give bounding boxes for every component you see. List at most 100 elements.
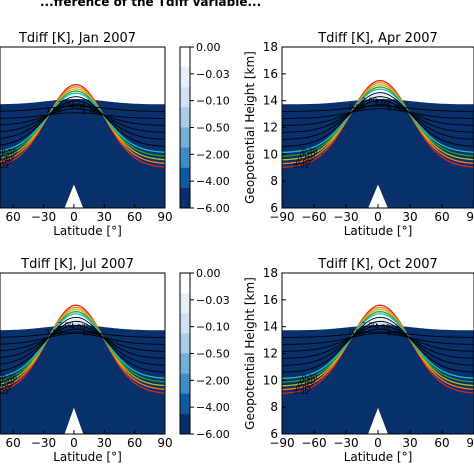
contour-colored-4: [0, 311, 165, 383]
contour-colored-5: [0, 313, 165, 379]
x-tick-label: 30: [97, 436, 112, 450]
x-tick-label: 90: [157, 436, 172, 450]
x-tick-label: 30: [402, 210, 417, 224]
plot-area: 0.020.030.050.100.20 1.002.004.006.00: [0, 273, 165, 434]
contour-label: 0.02: [293, 162, 309, 170]
contour-black-3: [0, 324, 165, 359]
colorbar-swatch: [180, 67, 190, 88]
y-tick-label: 16: [263, 293, 278, 307]
y-tick-label: 18: [263, 40, 278, 54]
core-hollow: [64, 407, 84, 434]
contour-colored-1: [282, 304, 474, 394]
contour-label: 6.00: [387, 329, 403, 337]
colorbar-swatch: [180, 273, 190, 294]
contour-label: 2.00: [58, 321, 74, 329]
y-tick-label: 12: [263, 347, 278, 361]
contour-label: 0.03: [296, 158, 312, 166]
x-tick-label: 30: [97, 210, 112, 224]
contour-label: 0.02: [0, 388, 9, 396]
contour-label: 0.50: [349, 104, 365, 112]
contour-black-1: [0, 96, 165, 147]
colorbar-tick-label: −0.03: [196, 294, 230, 307]
contour-black-3: [282, 324, 474, 359]
contour-label: 2.00: [362, 96, 378, 104]
contour-colored-5: [0, 92, 165, 153]
contour-label: 0.05: [0, 381, 13, 389]
contour-colored-4: [282, 311, 474, 383]
contour-label: 0.20: [0, 151, 15, 159]
contour-colored-4: [0, 90, 165, 157]
colorbar-1: 0.00 −0.03 −0.10 −0.50 −2.00 −4.00 −6.00: [179, 41, 230, 215]
x-tick-label: −60: [301, 210, 326, 224]
colorbar-swatch: [180, 187, 190, 209]
contour-black-3: [282, 100, 474, 133]
contour-black-2: [282, 320, 474, 366]
contour-black-3: [0, 104, 165, 133]
colorbar-tick-label: −4.00: [196, 401, 230, 414]
contour-black-1: [282, 316, 474, 373]
contour-colored-2: [282, 306, 474, 391]
chart-title: Tdiff [K], Jul 2007: [20, 257, 134, 272]
contour-label: 4.00: [374, 323, 390, 331]
colorbar-2: 0.00 −0.03 −0.10 −0.50 −2.00 −4.00 −6.00: [179, 267, 230, 441]
plot-area: 0.020.030.050.100.20 0.502.004.006.00: [282, 273, 474, 434]
colorbar-tick-label: −0.03: [196, 68, 230, 81]
contour-label: 1.00: [46, 107, 62, 115]
chart-title: Tdiff [K], Jan 2007: [18, 31, 136, 46]
x-axis-label: Latitude [°]: [53, 450, 122, 464]
contour-label: 0.20: [302, 374, 318, 382]
contour-label: 0.05: [298, 155, 314, 163]
x-tick-label: 60: [434, 210, 449, 224]
x-tick-label: −30: [333, 436, 358, 450]
contour-label: 0.03: [0, 384, 11, 392]
contour-label: 0.03: [0, 162, 9, 170]
core-hollow: [368, 407, 388, 434]
contour-label: 4.00: [70, 102, 86, 110]
plot-area: 0.020.030.050.100.20 0.502.004.006.00: [282, 47, 474, 208]
colorbar-swatch: [180, 373, 190, 395]
x-tick-label: 60: [127, 210, 142, 224]
contour-label: 0.10: [300, 377, 316, 385]
colorbar-swatch: [180, 413, 190, 435]
contour-colored-4: [282, 86, 474, 157]
contour-colored-2: [0, 86, 165, 165]
y-tick-label: 10: [263, 147, 278, 161]
contour-black-5: [282, 332, 474, 345]
contour-colored-1: [0, 83, 165, 168]
contour-label: 0.10: [0, 377, 15, 385]
x-axis-label: Latitude [°]: [344, 224, 413, 238]
contour-label: 1.00: [46, 329, 62, 337]
colorbar-swatch: [180, 333, 190, 354]
colorbar-swatch: [180, 313, 190, 334]
contour-black-4: [0, 328, 165, 352]
contour-label: 0.03: [296, 384, 312, 392]
chart-panel-2: 0.020.030.050.100.20 0.502.004.006.00 Tdif…: [243, 31, 474, 238]
colorbar-tick-label: −0.10: [196, 321, 230, 334]
colorbar-swatch: [180, 147, 190, 169]
plot-frame: [0, 272, 166, 435]
contour-label: 4.00: [374, 98, 390, 106]
x-tick-label: 0: [70, 210, 78, 224]
contour-colored-5: [282, 88, 474, 154]
colorbar-tick-label: −0.10: [196, 95, 230, 108]
contour-colored-3: [0, 88, 165, 161]
y-axis-label: Geopotential Height [km]: [243, 277, 257, 430]
contour-colored-3: [282, 308, 474, 387]
chart-panel-4: 0.020.030.050.100.20 0.502.004.006.00 Tdif…: [243, 257, 474, 464]
contour-label: 0.05: [0, 158, 11, 166]
y-tick-label: 18: [263, 266, 278, 280]
header-text: ...fference of the Tdiff variable...: [40, 0, 261, 9]
colorbar-tick-label: −2.00: [196, 374, 230, 387]
contour-label: 0.10: [300, 151, 316, 159]
chart-title: Tdiff [K], Apr 2007: [317, 31, 438, 46]
contour-black-5: [0, 112, 165, 119]
x-tick-label: 0: [70, 436, 78, 450]
colorbar-swatch: [180, 393, 190, 415]
contour-colored-3: [0, 308, 165, 387]
y-axis-label: Geopotential Height [km]: [243, 51, 257, 204]
x-tick-label: −90: [269, 436, 294, 450]
x-tick-label: −30: [31, 436, 56, 450]
colorbar-tick-label: 0.00: [196, 267, 221, 280]
filled-band-7: [282, 325, 474, 434]
